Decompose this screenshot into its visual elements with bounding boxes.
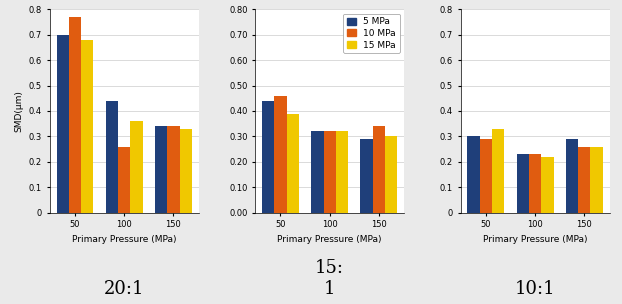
Legend: 5 MPa, 10 MPa, 15 MPa: 5 MPa, 10 MPa, 15 MPa [343,14,399,53]
Bar [262,101,274,213]
Bar [311,131,323,213]
Bar [492,129,504,213]
X-axis label: Primary Pressure (MPa): Primary Pressure (MPa) [72,235,177,244]
Text: 15:
1: 15: 1 [315,259,344,298]
Text: 20:1: 20:1 [104,280,144,298]
Bar [106,101,118,213]
Bar [287,113,299,213]
Bar [517,154,529,213]
Bar [360,139,373,213]
Bar [131,121,142,213]
Bar [578,147,590,213]
Bar [81,40,93,213]
Bar [480,139,492,213]
Bar [541,157,554,213]
Text: 10:1: 10:1 [515,280,555,298]
Bar [373,126,385,213]
Bar [118,147,131,213]
Bar [468,136,480,213]
Bar [57,35,69,213]
Bar [336,131,348,213]
Bar [566,139,578,213]
Bar [155,126,167,213]
Bar [385,136,397,213]
Bar [69,17,81,213]
Bar [529,154,541,213]
Y-axis label: SMD(μm): SMD(μm) [14,90,23,132]
Bar [590,147,603,213]
X-axis label: Primary Pressure (MPa): Primary Pressure (MPa) [483,235,587,244]
Bar [167,126,180,213]
Bar [180,129,192,213]
Bar [323,131,336,213]
Bar [274,96,287,213]
X-axis label: Primary Pressure (MPa): Primary Pressure (MPa) [277,235,382,244]
